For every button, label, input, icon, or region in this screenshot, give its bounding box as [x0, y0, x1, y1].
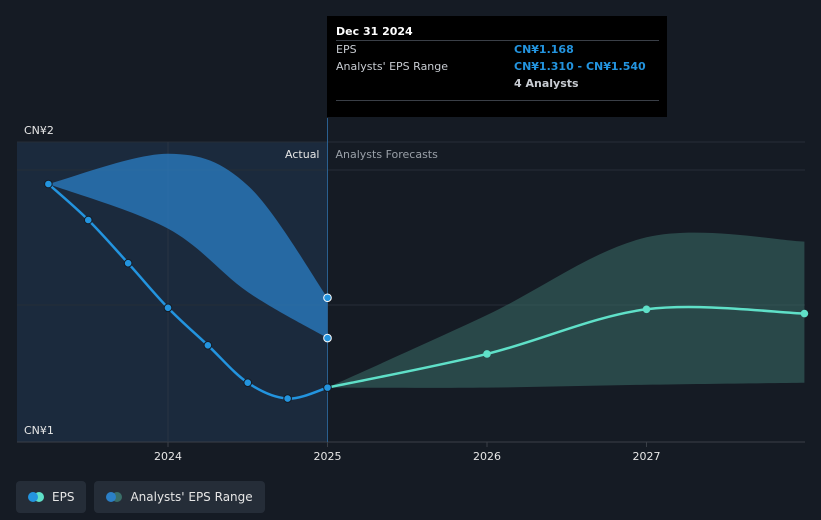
data-point: [163, 303, 173, 313]
legend-eps-label: EPS: [52, 490, 75, 504]
data-point: [83, 215, 93, 225]
data-point: [642, 305, 651, 314]
tooltip: Dec 31 2024 EPS CN¥1.168 Analysts' EPS R…: [327, 16, 667, 117]
tooltip-date: Dec 31 2024: [336, 25, 413, 38]
actual-label: Actual: [285, 148, 319, 161]
range-area-0: [48, 153, 328, 339]
data-point: [323, 383, 332, 392]
y-axis: CN¥2 CN¥1: [24, 124, 54, 437]
legend-range[interactable]: Analysts' EPS Range: [94, 481, 265, 513]
data-point: [283, 394, 292, 403]
x-axis: 2024 2025 2026 2027: [154, 442, 661, 463]
data-point: [243, 378, 253, 388]
series-line-1: [326, 305, 806, 389]
tooltip-range-value: CN¥1.310 - CN¥1.540: [514, 60, 646, 73]
legend-eps[interactable]: EPS: [16, 481, 87, 513]
range-endpoint: [323, 333, 332, 343]
series-points[interactable]: [44, 179, 809, 403]
tooltip-eps-label: EPS: [336, 43, 357, 56]
x-tick-label: 2024: [154, 450, 182, 463]
data-point: [203, 340, 213, 350]
eps-swatch-icon: [28, 492, 44, 502]
forecast-label: Analysts Forecasts: [336, 148, 439, 161]
tooltip-analysts: 4 Analysts: [514, 77, 579, 90]
data-point: [123, 258, 133, 268]
tooltip-range-label: Analysts' EPS Range: [336, 60, 449, 73]
legend: EPS Analysts' EPS Range: [16, 481, 265, 513]
y-tick-label: CN¥2: [24, 124, 54, 137]
range-areas: [48, 153, 805, 388]
range-swatch-icon: [106, 492, 123, 502]
data-point: [44, 179, 53, 189]
tooltip-eps-value: CN¥1.168: [514, 43, 574, 56]
data-point: [483, 350, 491, 358]
range-area-1: [327, 232, 805, 388]
x-tick-label: 2026: [473, 450, 501, 463]
legend-range-label: Analysts' EPS Range: [130, 490, 253, 504]
range-endpoint: [323, 293, 332, 303]
y-tick-label: CN¥1: [24, 424, 54, 437]
x-tick-label: 2025: [314, 450, 342, 463]
data-point: [800, 309, 809, 318]
x-tick-label: 2027: [633, 450, 661, 463]
